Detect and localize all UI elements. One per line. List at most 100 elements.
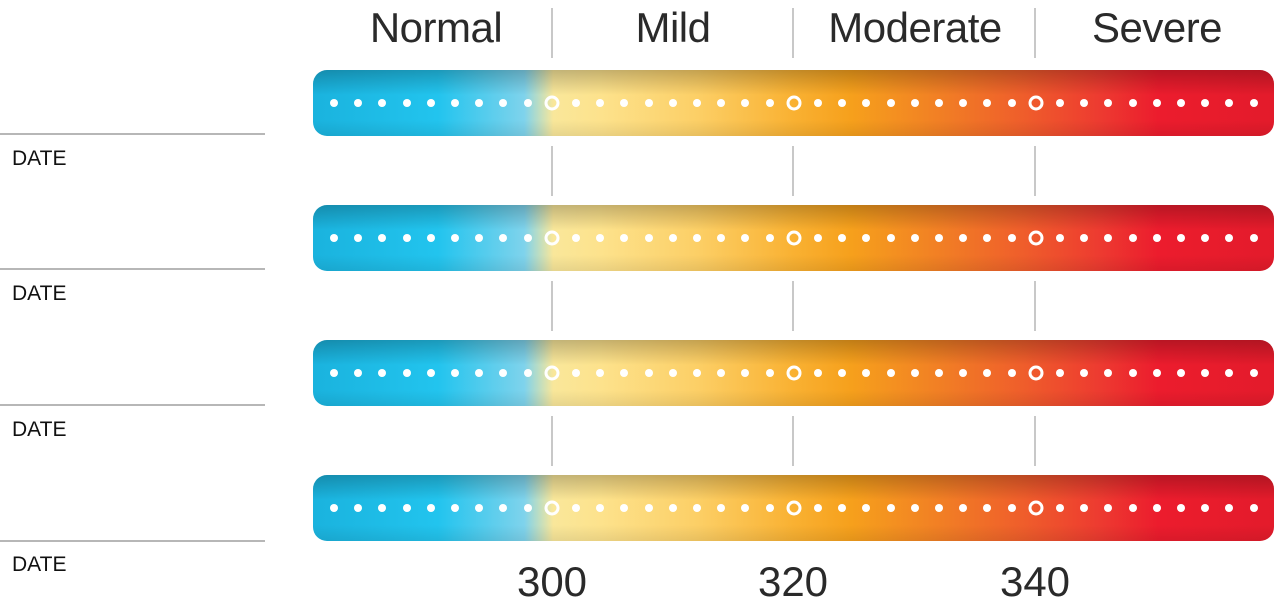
date-label: DATE — [12, 553, 67, 576]
connector-340 — [1034, 146, 1036, 196]
scale-dot — [1080, 369, 1089, 377]
scale-dot — [330, 504, 338, 512]
scale-dot — [1080, 504, 1089, 512]
scale-dot — [910, 369, 919, 377]
scale-dot — [1104, 369, 1113, 377]
scale-dot — [499, 369, 508, 377]
scale-dot — [475, 99, 484, 107]
scale-dot — [1249, 369, 1258, 377]
scale-dot — [499, 504, 508, 512]
scale-dot — [886, 504, 895, 512]
connector-300 — [551, 281, 553, 331]
scale-dot — [765, 369, 774, 377]
scale-dot — [1201, 99, 1210, 107]
scale-dot — [668, 234, 677, 242]
scale-dot — [354, 99, 363, 107]
scale-dot — [765, 99, 774, 107]
scale-dot — [886, 369, 895, 377]
threshold-marker — [786, 230, 802, 246]
scale-dot — [572, 504, 580, 512]
scale-dot — [717, 234, 726, 242]
threshold-marker — [786, 365, 802, 381]
category-moderate: Moderate — [828, 4, 1002, 51]
scale-dot — [1201, 369, 1210, 377]
severity-bar-2 — [313, 205, 1274, 271]
date-line — [0, 268, 265, 270]
connector-320 — [792, 416, 794, 466]
scale-dot — [1152, 99, 1161, 107]
threshold-marker — [544, 230, 560, 246]
scale-dot — [886, 234, 895, 242]
threshold-marker — [544, 500, 560, 516]
scale-dot — [1056, 369, 1064, 377]
scale-dot — [1152, 234, 1161, 242]
date-label: DATE — [12, 282, 67, 305]
scale-dot — [741, 99, 750, 107]
scale-dot — [475, 234, 484, 242]
scale-dot — [330, 369, 338, 377]
scale-dot — [644, 234, 653, 242]
scale-dot — [935, 504, 943, 512]
scale-dot — [402, 99, 411, 107]
scale-dot — [644, 99, 653, 107]
scale-dot — [378, 504, 387, 512]
scale-dot — [1249, 99, 1258, 107]
threshold-marker — [1028, 230, 1044, 246]
scale-dot — [1225, 504, 1234, 512]
scale-dot — [693, 234, 701, 242]
scale-dot — [523, 369, 532, 377]
scale-dot — [1128, 99, 1137, 107]
scale-dot — [402, 504, 411, 512]
scale-dot — [620, 504, 629, 512]
scale-dot — [959, 99, 968, 107]
scale-dot — [572, 234, 580, 242]
scale-dot — [451, 504, 459, 512]
scale-dot — [935, 234, 943, 242]
scale-dot — [959, 369, 968, 377]
scale-dot — [910, 99, 919, 107]
scale-dot — [523, 99, 532, 107]
connector-320 — [792, 281, 794, 331]
scale-dot — [1201, 234, 1210, 242]
scale-dot — [838, 234, 847, 242]
scale-dot — [1007, 369, 1016, 377]
scale-dot — [862, 99, 871, 107]
scale-dot — [1104, 234, 1113, 242]
scale-dot — [475, 504, 484, 512]
scale-dot — [862, 369, 871, 377]
scale-dot — [935, 369, 943, 377]
scale-dot — [620, 234, 629, 242]
header-divider-320 — [792, 8, 794, 58]
scale-dot — [451, 369, 459, 377]
scale-dot — [596, 504, 605, 512]
header-divider-300 — [551, 8, 553, 58]
date-label: DATE — [12, 418, 67, 441]
scale-dot — [838, 99, 847, 107]
scale-dot — [1225, 234, 1234, 242]
scale-dot — [910, 504, 919, 512]
scale-dot — [983, 504, 992, 512]
scale-dot — [1177, 369, 1185, 377]
connector-300 — [551, 146, 553, 196]
scale-dot — [451, 234, 459, 242]
scale-dot — [1080, 99, 1089, 107]
scale-dot — [330, 99, 338, 107]
scale-dot — [1128, 234, 1137, 242]
scale-dot — [426, 99, 435, 107]
scale-dot — [1104, 504, 1113, 512]
scale-dot — [838, 369, 847, 377]
date-line — [0, 540, 265, 542]
scale-dot — [1177, 99, 1185, 107]
threshold-marker — [786, 500, 802, 516]
scale-dot — [983, 369, 992, 377]
scale-dot — [451, 99, 459, 107]
category-severe: Severe — [1091, 4, 1223, 51]
scale-dot — [499, 234, 508, 242]
scale-dot — [983, 234, 992, 242]
date-line — [0, 404, 265, 406]
scale-dot — [426, 504, 435, 512]
scale-dot — [378, 234, 387, 242]
scale-dot — [1201, 504, 1210, 512]
scale-dot — [814, 369, 822, 377]
scale-dot — [693, 369, 701, 377]
